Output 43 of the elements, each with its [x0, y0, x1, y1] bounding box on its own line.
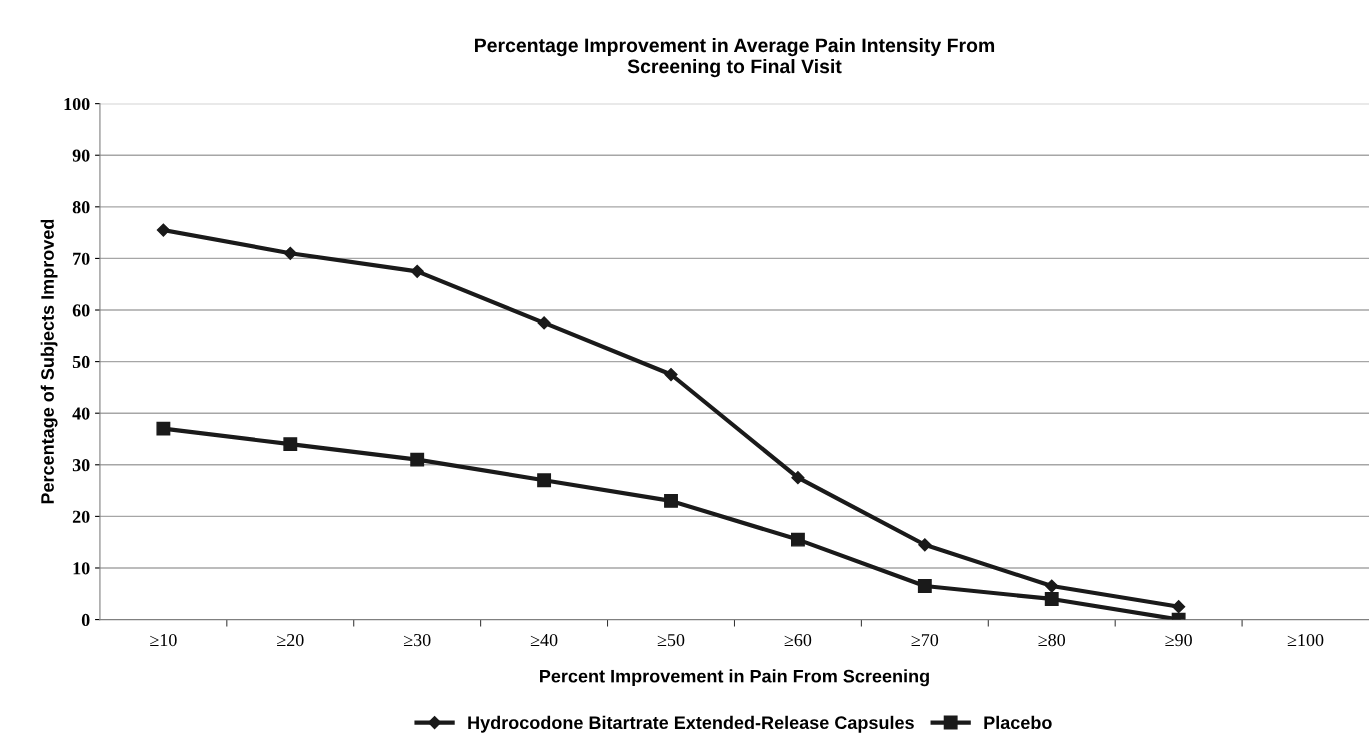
legend-label: Placebo	[984, 715, 1052, 730]
point	[791, 471, 805, 485]
x-tick-label: ≥10	[150, 633, 177, 647]
point	[917, 579, 932, 593]
point	[790, 532, 805, 547]
point	[1044, 591, 1059, 606]
x-tick-label: ≥80	[1038, 633, 1066, 647]
x-tick-label: ≥40	[530, 633, 558, 647]
point	[283, 437, 298, 452]
legend-label: Hydrocodone Bitartrate Extended-Release Capsules	[468, 715, 914, 733]
y-tick-label: 30	[72, 459, 90, 472]
x-tick-label: ≥100	[1287, 633, 1324, 647]
y-tick-label: 70	[73, 252, 90, 265]
point	[664, 367, 678, 382]
y-tick-label: 60	[72, 304, 90, 317]
y-tick-label: 10	[73, 562, 90, 575]
point	[410, 452, 425, 467]
point	[918, 538, 932, 552]
point	[537, 473, 552, 488]
y-tick-label: 100	[64, 97, 90, 111]
point	[410, 264, 424, 278]
x-tick-label: ≥20	[277, 633, 304, 647]
y-tick-label: 40	[72, 407, 90, 420]
y-axis-title: Percentage of Subjects Improved	[40, 219, 58, 504]
x-tick-label: ≥90	[1165, 633, 1192, 647]
point	[283, 246, 297, 260]
x-tick-label: ≥60	[784, 633, 812, 647]
point	[1172, 600, 1186, 614]
x-tick-label: ≥30	[403, 633, 431, 647]
x-axis-title: Percent Improvement in Pain From Screening	[540, 669, 929, 687]
y-tick-label: 50	[72, 355, 90, 369]
chart-title: Percentage Improvement in Average Pain Intensity From Screening to Final Visit	[475, 37, 995, 78]
y-tick-label: 90	[72, 149, 90, 162]
x-tick-label: ≥50	[657, 633, 685, 647]
point	[156, 421, 171, 436]
y-tick-label: 20	[72, 510, 90, 523]
point	[537, 316, 551, 330]
y-tick-label: 80	[72, 201, 90, 214]
point	[156, 223, 170, 237]
point	[1045, 579, 1059, 593]
point	[664, 493, 678, 508]
y-tick-label: 0	[81, 613, 90, 627]
x-tick-label: ≥70	[911, 633, 939, 647]
